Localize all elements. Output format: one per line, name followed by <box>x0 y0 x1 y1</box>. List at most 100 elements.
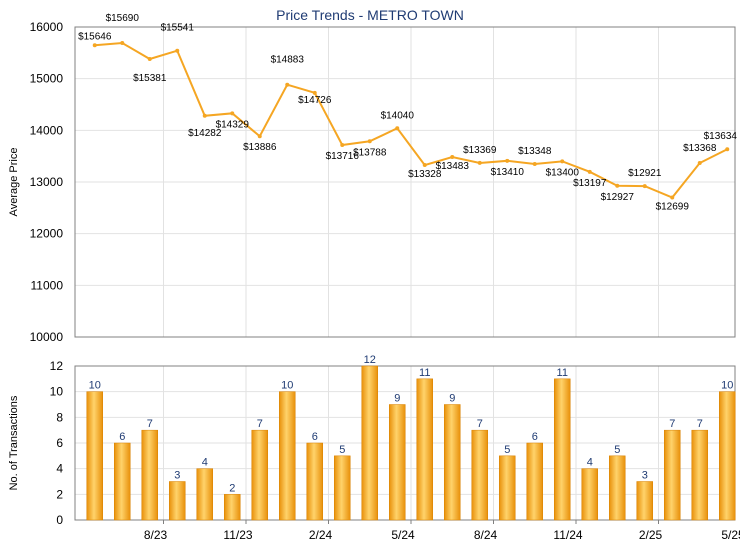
bar-value-label: 11 <box>419 367 430 379</box>
price-point-label: $13886 <box>243 142 277 153</box>
price-series-line <box>94 41 728 199</box>
transaction-bar <box>86 391 103 521</box>
y-tick-label: 16000 <box>30 20 64 34</box>
transaction-bar <box>609 455 626 521</box>
price-point-label: $14329 <box>216 119 250 130</box>
price-point <box>477 160 482 165</box>
price-point-label: $13368 <box>683 143 717 154</box>
price-point-label: $14040 <box>381 110 415 121</box>
bar-value-label: 7 <box>147 418 153 430</box>
price-point-label: $13369 <box>463 145 497 156</box>
transaction-bar <box>416 378 433 521</box>
transaction-bar <box>526 442 543 521</box>
price-point-label: $14883 <box>271 55 305 66</box>
y-axis-label: No. of Transactions <box>8 395 20 490</box>
price-point-label: $14726 <box>298 95 332 106</box>
price-point <box>642 184 647 189</box>
bar-value-label: 4 <box>202 457 208 469</box>
price-point <box>312 90 317 95</box>
price-point-label: $13788 <box>353 147 387 158</box>
bar-value-label: 7 <box>257 418 263 430</box>
price-point <box>230 111 235 116</box>
price-point <box>615 183 620 188</box>
bar-value-label: 10 <box>721 380 733 392</box>
bar-value-label: 9 <box>449 393 455 405</box>
transaction-bar <box>361 365 378 521</box>
transaction-bar <box>224 494 241 521</box>
transaction-bar <box>114 442 131 521</box>
bar-value-label: 3 <box>174 470 180 482</box>
x-tick-label: 5/25 <box>721 528 740 542</box>
price-point-label: $12699 <box>656 202 690 213</box>
price-point <box>725 147 730 152</box>
price-point-label: $13410 <box>491 167 525 178</box>
price-point <box>285 82 290 87</box>
price-point-label: $13197 <box>573 178 607 189</box>
bar-value-label: 5 <box>614 444 620 456</box>
price-point <box>450 155 455 160</box>
bar-value-label: 6 <box>532 431 538 443</box>
transaction-bar <box>306 442 323 521</box>
bar-value-label: 11 <box>557 367 568 379</box>
x-tick-label: 2/25 <box>639 528 663 542</box>
price-point-label: $13328 <box>408 169 442 180</box>
price-point-label: $13634 <box>704 131 738 142</box>
price-point <box>120 41 125 46</box>
transaction-bar <box>251 429 268 521</box>
price-point <box>147 56 152 61</box>
price-point <box>92 43 97 48</box>
y-axis-label: Average Price <box>8 148 20 217</box>
price-point-label: $12927 <box>601 192 635 203</box>
bar-value-label: 7 <box>669 418 675 430</box>
y-tick-label: 12 <box>50 359 64 373</box>
bar-value-label: 2 <box>229 482 235 494</box>
transaction-bar <box>334 455 351 521</box>
price-point <box>560 159 565 164</box>
y-tick-label: 0 <box>56 513 63 527</box>
transaction-bar <box>499 455 516 521</box>
bar-value-label: 7 <box>697 418 703 430</box>
y-tick-label: 4 <box>56 462 63 476</box>
price-point <box>587 169 592 174</box>
transaction-bar <box>389 404 406 521</box>
price-point-label: $13348 <box>518 146 552 157</box>
bar-value-label: 4 <box>587 457 593 469</box>
y-tick-label: 8 <box>56 410 63 424</box>
price-point-label: $13483 <box>436 161 470 172</box>
y-tick-label: 14000 <box>30 123 64 137</box>
bar-value-label: 6 <box>312 431 318 443</box>
transactions-bar-panel: 0 2 4 6 8 10 12 8/23 11/23 2/24 5/24 8/24 11/24 2/25 5… <box>8 354 740 542</box>
price-point <box>532 162 537 167</box>
price-point <box>257 134 262 139</box>
price-point-label: $15690 <box>106 13 140 24</box>
price-point <box>505 158 510 163</box>
price-point <box>367 139 372 144</box>
price-point <box>340 143 345 148</box>
transaction-bar <box>581 468 598 521</box>
price-point-label: $13716 <box>326 151 360 162</box>
bar-value-label: 5 <box>339 444 345 456</box>
transaction-bar <box>691 429 708 521</box>
bar-value-label: 9 <box>394 393 400 405</box>
bar-value-label: 12 <box>364 354 376 366</box>
price-point <box>202 113 207 118</box>
transaction-bar <box>169 481 186 521</box>
bar-value-label: 6 <box>119 431 125 443</box>
bar-value-label: 10 <box>281 380 293 392</box>
x-tick-label: 8/23 <box>144 528 168 542</box>
y-tick-label: 11000 <box>31 278 64 292</box>
price-point <box>697 160 702 165</box>
price-point-label: $15646 <box>78 31 112 42</box>
price-point <box>422 163 427 168</box>
bar-value-label: 10 <box>89 380 101 392</box>
price-line-panel: 10000 11000 12000 13000 14000 15000 16000 Avera… <box>8 13 738 344</box>
bar-value-label: 7 <box>477 418 483 430</box>
chart-title: Price Trends - METRO TOWN <box>276 7 464 23</box>
price-point-label: $14282 <box>188 128 222 139</box>
price-point <box>395 126 400 131</box>
transaction-bar <box>279 391 296 521</box>
plot-frame <box>74 26 736 338</box>
transaction-bar <box>196 468 213 521</box>
